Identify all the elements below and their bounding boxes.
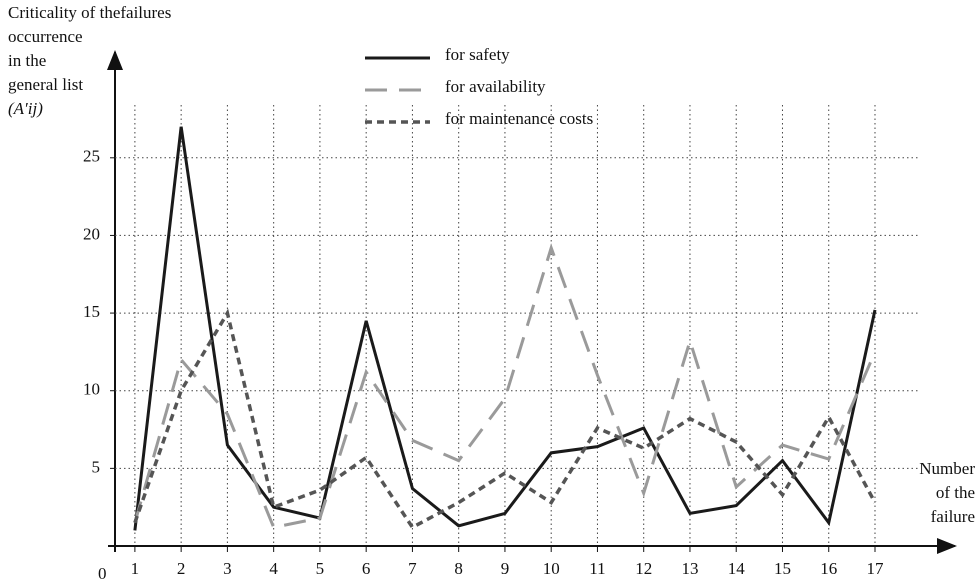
- x-tick-label: 3: [223, 559, 232, 578]
- y-tick-label: 10: [83, 380, 100, 399]
- x-axis-label: Number: [919, 459, 975, 478]
- x-tick-label: 4: [269, 559, 278, 578]
- y-axis-label: general list: [8, 75, 83, 94]
- x-tick-label: 10: [543, 559, 560, 578]
- legend-label: for availability: [445, 77, 546, 96]
- x-tick-label: 16: [820, 559, 837, 578]
- y-tick-label: 15: [83, 302, 100, 321]
- x-tick-label: 15: [774, 559, 791, 578]
- y-axis-label: in the: [8, 51, 46, 70]
- x-tick-label: 5: [316, 559, 325, 578]
- series-line: [133, 243, 877, 530]
- legend-label: for maintenance costs: [445, 109, 593, 128]
- x-tick-label: 9: [501, 559, 510, 578]
- y-tick-label: 25: [83, 147, 100, 166]
- y-tick-label: 20: [83, 224, 100, 243]
- x-tick-label: 13: [681, 559, 698, 578]
- x-tick-label: 7: [408, 559, 417, 578]
- x-tick-label: 6: [362, 559, 371, 578]
- series-line: [133, 308, 877, 530]
- x-tick-label: 2: [177, 559, 186, 578]
- x-tick-label: 1: [131, 559, 140, 578]
- x-axis-label: of the: [936, 483, 975, 502]
- y-tick-label: 5: [92, 457, 101, 476]
- y-axis-label: Criticality of thefailures: [8, 3, 171, 22]
- x-tick-label: 12: [635, 559, 652, 578]
- x-tick-label: 8: [454, 559, 463, 578]
- legend-label: for safety: [445, 45, 510, 64]
- y-axis-label: occurrence: [8, 27, 83, 46]
- origin-label: 0: [98, 564, 107, 583]
- y-axis-label: (A′ij): [8, 99, 43, 118]
- x-tick-label: 17: [866, 559, 884, 578]
- x-tick-label: 11: [589, 559, 605, 578]
- x-tick-label: 14: [728, 559, 746, 578]
- x-axis-label: failure: [931, 507, 975, 526]
